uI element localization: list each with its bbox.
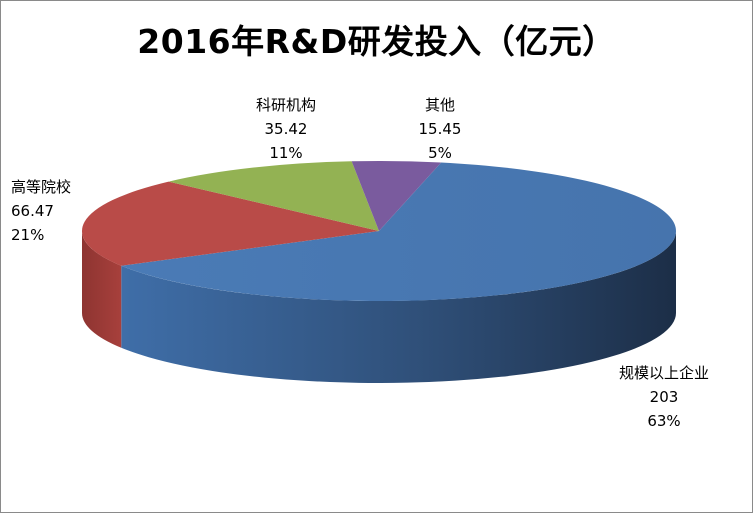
pie-slice-3 [168,161,379,231]
data-label-2: 高等院校 66.47 21% [11,178,71,244]
data-label-4: 其他 15.45 5% [419,96,462,162]
pie-slice-1 [121,162,677,302]
chart-title: 2016年R&D研发投入（亿元） [137,22,616,61]
data-label-1: 规模以上企业 203 63% [619,364,709,430]
pie-slice-side-1 [121,231,676,383]
pie-slice-side-2 [82,231,122,348]
data-label-3: 科研机构 35.42 11% [256,96,316,162]
pie-slice-2 [82,181,379,266]
pie-slice-4 [351,161,442,231]
